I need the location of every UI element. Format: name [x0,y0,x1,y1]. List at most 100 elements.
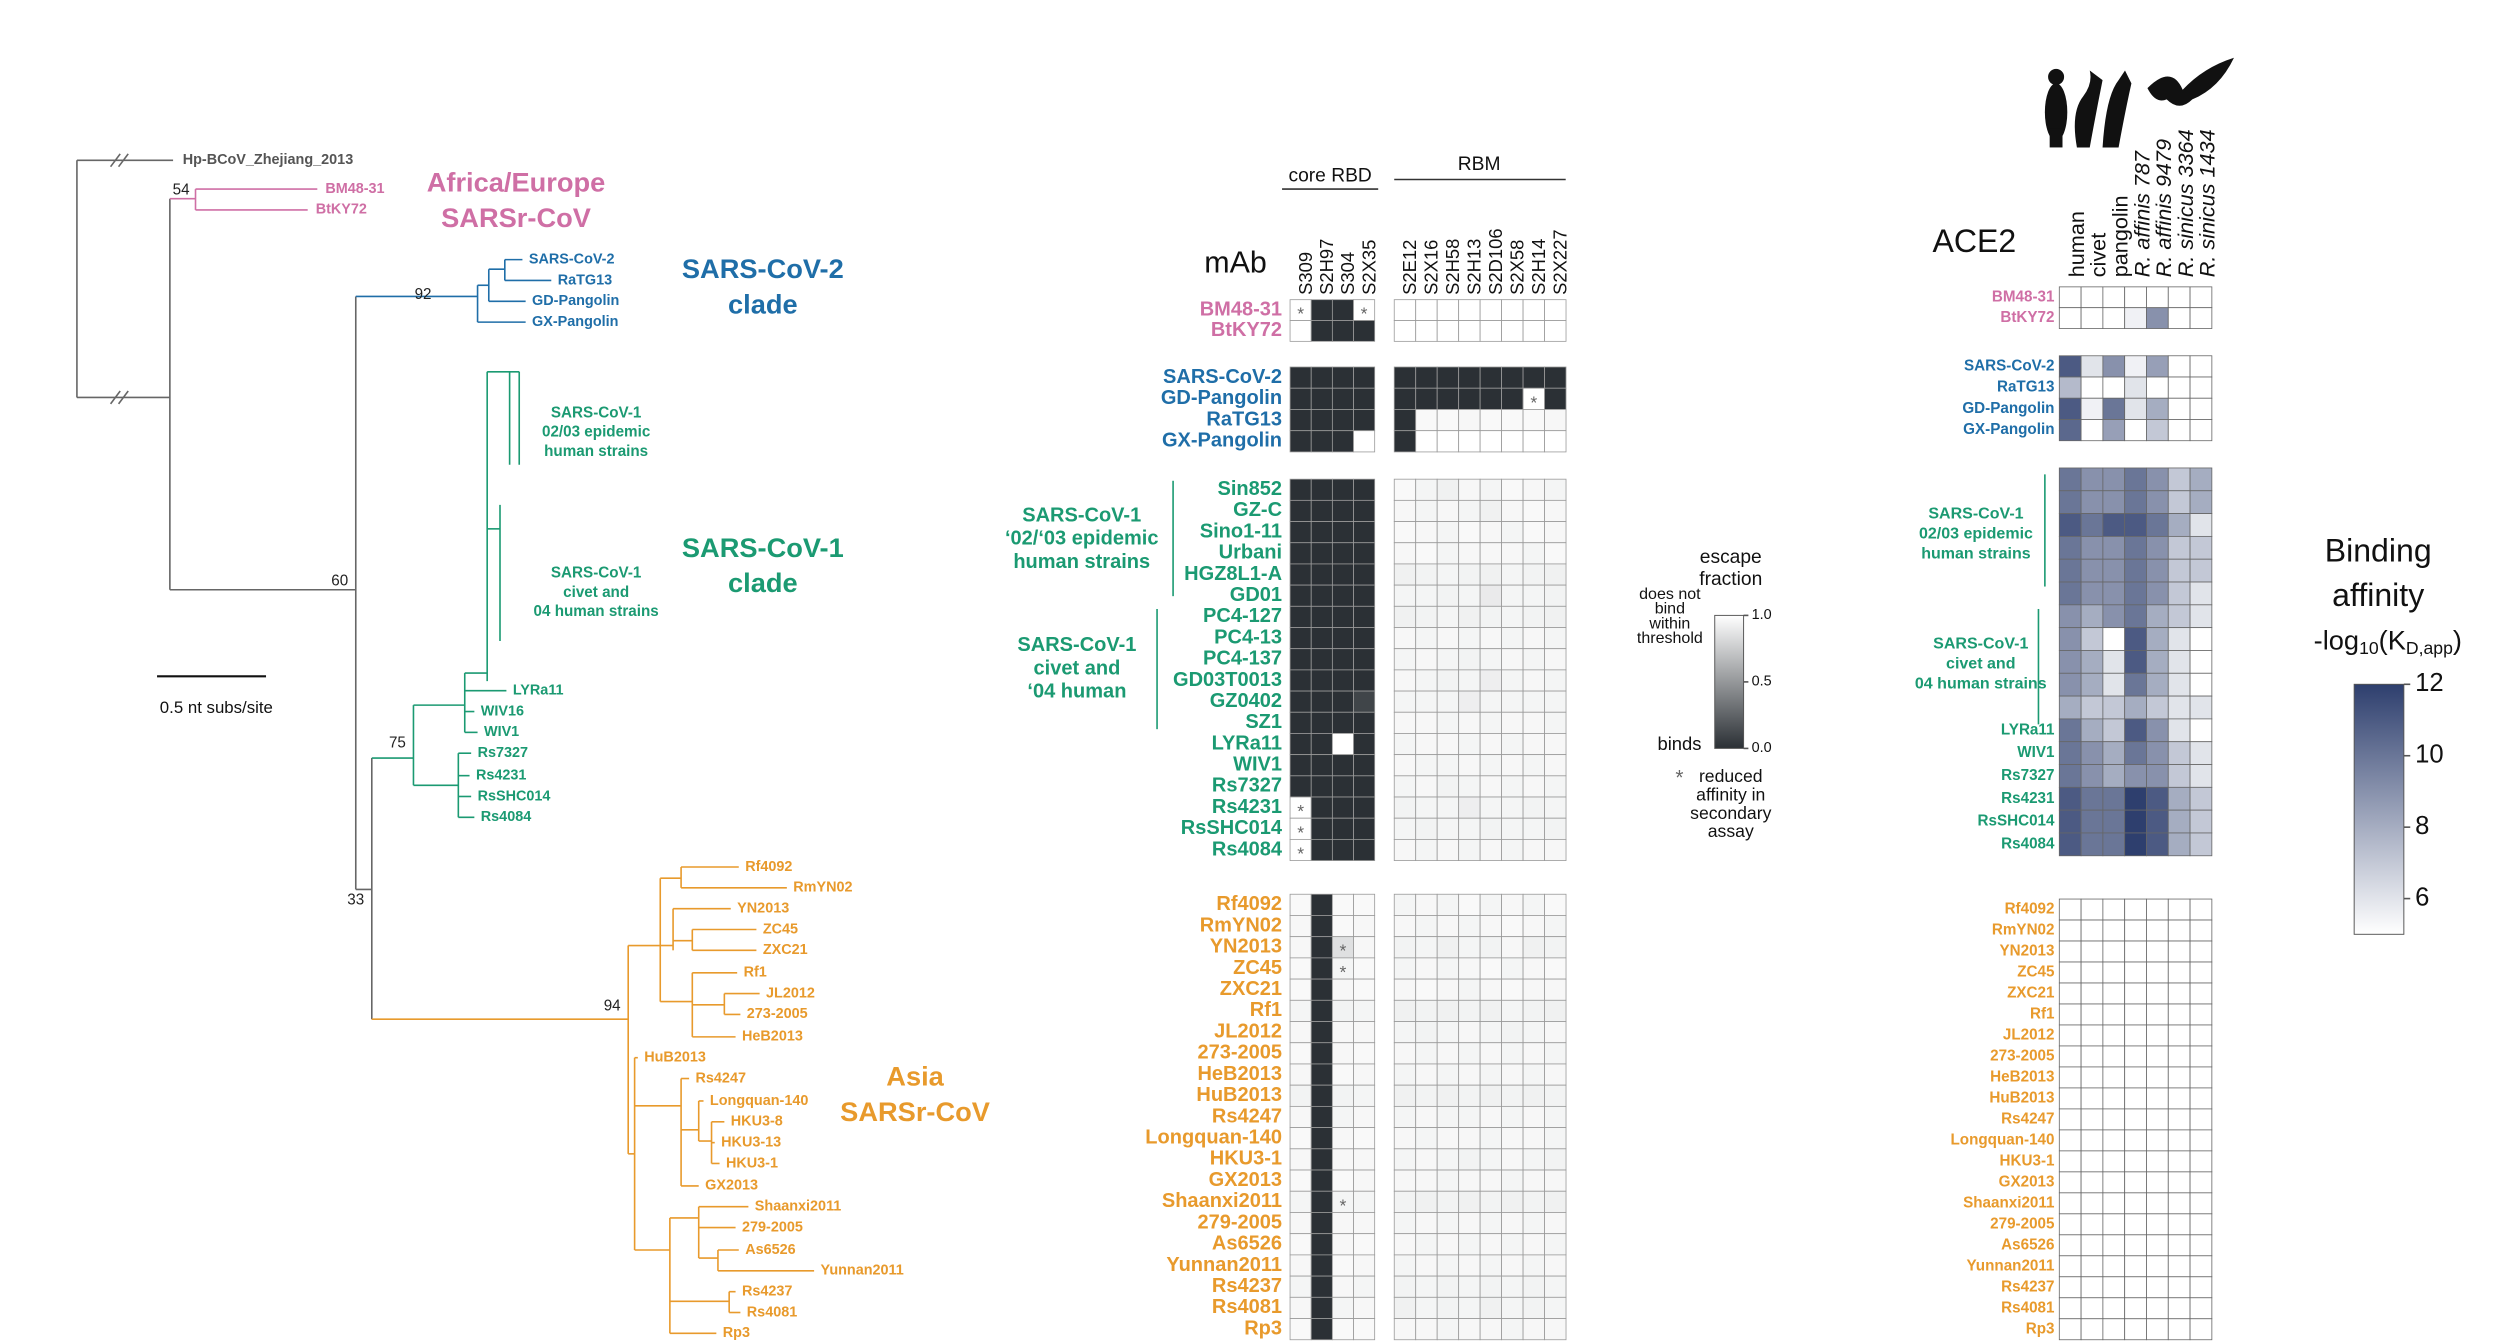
heatmap-cell [2189,718,2213,743]
unit-part: -log [2314,625,2359,656]
heatmap-cell [1458,1318,1481,1341]
heatmap-cell [2167,286,2191,309]
column-label: pangolin [2108,195,2133,277]
heatmap-cell [2146,376,2169,399]
heatmap-cell [1544,1275,1567,1298]
heatmap-cell [2102,1045,2126,1068]
leaf-label: Rs4084 [481,809,531,825]
row-label: 273-2005 [1197,1042,1282,1064]
heatmap-cell [1331,754,1354,777]
heatmap-cell [2189,286,2213,309]
heatmap-cell [2189,1318,2213,1341]
leaf-label: Rf1 [744,965,767,981]
heatmap-cell [2058,604,2082,629]
heatmap-cell [1436,690,1460,713]
heatmap-cell [2146,919,2169,942]
heatmap-cell [1522,796,1545,819]
row-label: 273-2005 [1990,1047,2055,1064]
bootstrap-value: 60 [331,573,348,590]
heatmap-cell [1544,478,1567,501]
heatmap-cell [1353,1254,1376,1277]
heatmap-cell [1522,690,1545,713]
heatmap-cell [1331,430,1354,453]
heatmap-cell [2124,786,2147,811]
heatmap-cell [2167,1318,2191,1341]
heatmap-cell [2080,1297,2104,1320]
heatmap-cell [1310,1148,1333,1171]
heatmap-cell [1501,584,1524,607]
row-label: Urbani [1219,542,1282,564]
axis-break [117,390,129,405]
heatmap-cell [2102,672,2126,697]
heatmap-cell [1436,1105,1460,1129]
heatmap-cell [1289,1105,1312,1129]
heatmap-cell [1289,1318,1312,1341]
heatmap-cell [1393,915,1417,938]
heatmap-cell [1393,499,1417,522]
heatmap-cell [1415,499,1438,522]
heatmap-cell [1415,838,1438,861]
heatmap-cell [1436,584,1460,607]
heatmap-cell [1353,542,1376,565]
heatmap-cell [1544,936,1567,959]
heatmap-cell [1310,775,1333,798]
heatmap-cell [1458,1084,1481,1107]
row-label: Yunnan2011 [1166,1254,1282,1276]
clade-label: Asia [886,1061,944,1092]
row-label: HeB2013 [1990,1068,2054,1085]
heatmap-cell [2080,1192,2104,1215]
heatmap-cell [2167,1255,2191,1278]
heatmap-cell [1353,648,1376,671]
heatmap-cell [1544,366,1567,389]
heatmap-cell [1544,648,1567,671]
heatmap-cell [1353,563,1376,586]
row-label: HKU3-1 [1210,1148,1282,1170]
leaf-label: HKU3-8 [731,1114,783,1130]
heatmap-cell [1458,1233,1481,1256]
heatmap-cell [1353,978,1376,1001]
clade-label: SARS-CoV-1 [682,532,844,563]
heatmap-cell [1501,690,1524,713]
heatmap-cell [2146,355,2169,378]
flag-symbol: * [1340,1195,1347,1215]
heatmap-cell [1479,320,1503,342]
heatmap-cell [1501,1254,1524,1277]
heatmap-cell [2058,1066,2082,1089]
heatmap-cell [2124,419,2147,442]
heatmap-cell [1544,978,1567,1001]
heatmap-cell [1522,1063,1545,1086]
heatmap-cell [2146,982,2169,1005]
heatmap-cell [1479,1063,1503,1086]
heatmap-cell [2167,919,2191,942]
heatmap-cell [2167,307,2191,329]
heatmap-cell [2124,1003,2147,1026]
heatmap-cell [1436,409,1460,432]
heatmap-cell [2146,1171,2169,1194]
heatmap-cell [1310,838,1333,861]
heatmap-cell [1522,521,1545,544]
heatmap-cell [2080,286,2104,309]
heatmap-cell [1393,1254,1417,1277]
heatmap-cell [2102,650,2126,674]
heatmap-cell [1331,978,1354,1001]
outgroup-label: Hp-BCoV_Zhejiang_2013 [183,152,354,168]
heatmap-cell [1436,1212,1460,1235]
heatmap-cell [1436,999,1460,1022]
heatmap-cell [1544,1318,1567,1341]
heatmap-cell [1522,1190,1545,1213]
heatmap-cell [1501,320,1524,342]
heatmap-cell [1458,409,1481,432]
heatmap-cell [1544,838,1567,861]
heatmap-cell [1501,1233,1524,1256]
heatmap-cell [1436,669,1460,692]
heatmap-cell [1310,1084,1333,1107]
heatmap-cell [2146,558,2169,583]
heatmap-cell [1310,893,1333,916]
heatmap-cell [1458,563,1481,586]
heatmap-cell [1310,915,1333,938]
animal-silhouettes [2044,57,2234,148]
leaf-label: Rp3 [723,1325,750,1341]
heatmap-cell [2058,1318,2082,1341]
heatmap-cell [2102,397,2126,420]
heatmap-cell [2058,898,2082,921]
